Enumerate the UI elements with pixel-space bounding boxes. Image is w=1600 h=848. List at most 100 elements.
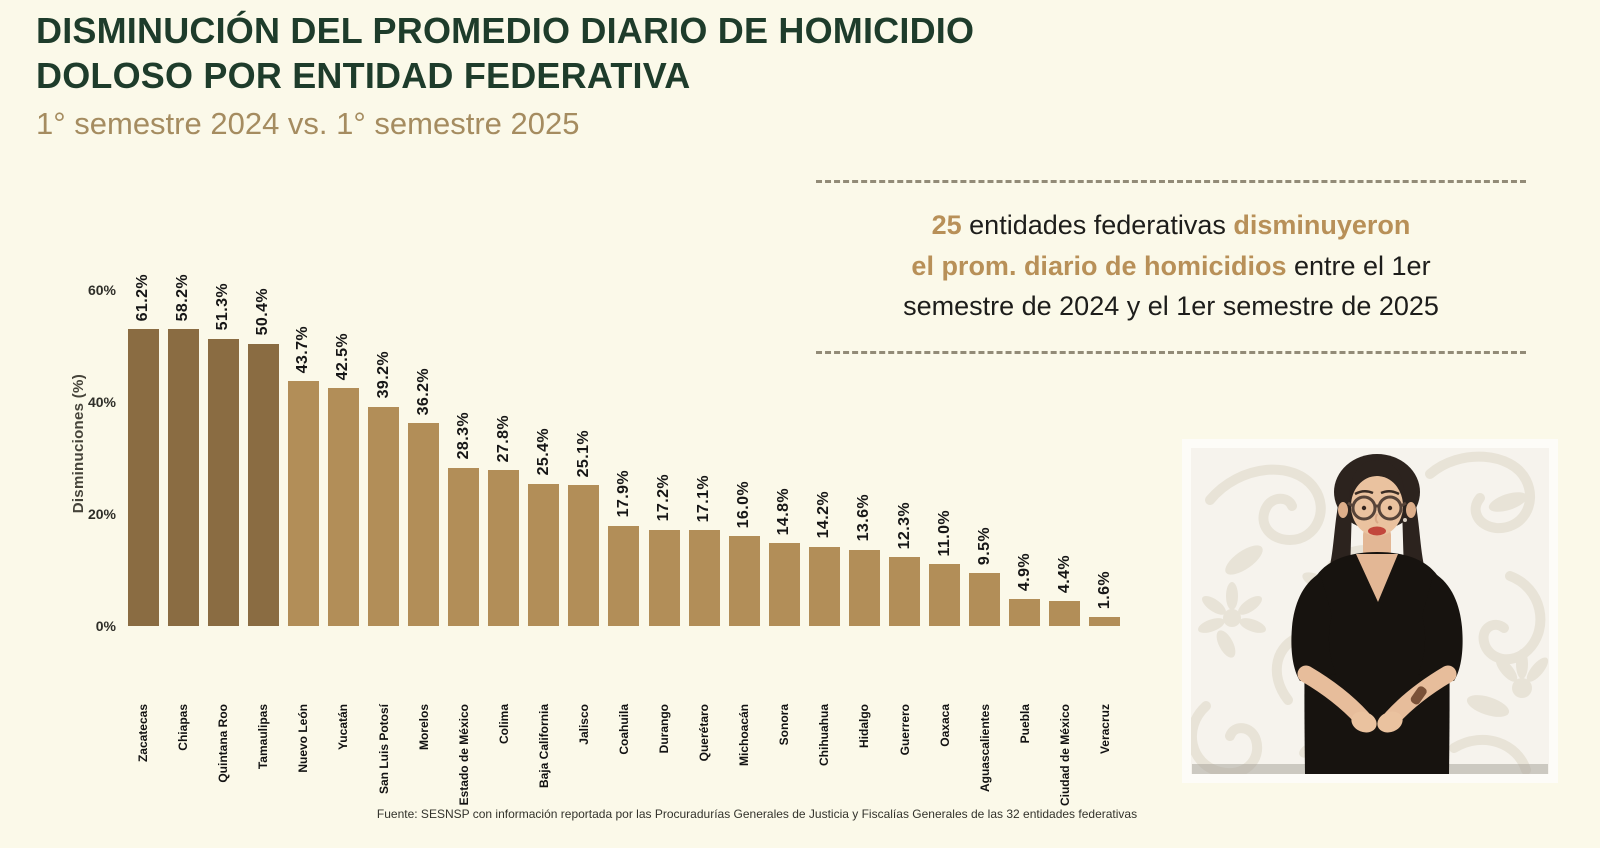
bar: [528, 483, 560, 626]
x-label-cell: Oaxaca: [928, 704, 962, 806]
bar-value-label: 1.6%: [1095, 570, 1113, 609]
bar-column: 17.2%: [647, 274, 681, 626]
bar-column: 12.3%: [887, 274, 921, 626]
bar-column: 14.2%: [807, 274, 841, 626]
x-axis-label: Zacatecas: [136, 704, 151, 763]
bar-value-label: 42.5%: [334, 332, 352, 380]
x-label-cell: Morelos: [407, 704, 441, 806]
y-axis-tick: 60%: [87, 282, 116, 298]
x-axis-label: Estado de México: [456, 704, 471, 806]
annotation-box: 25 entidades federativas disminuyeron el …: [816, 180, 1526, 354]
annotation-segment: entre el 1er: [1286, 250, 1431, 281]
bar-column: 14.8%: [767, 274, 801, 626]
bar-value-label: 51.3%: [214, 283, 232, 331]
y-axis: 0% 20% 40% 60%: [58, 274, 116, 634]
annotation-line: el prom. diario de homicidios entre el 1…: [818, 246, 1524, 287]
x-label-cell: Guerrero: [887, 704, 921, 806]
x-axis-label: Ciudad de México: [1057, 704, 1072, 807]
bar: [808, 546, 840, 626]
bar-value-label: 58.2%: [174, 274, 192, 322]
x-axis-label: Hidalgo: [857, 704, 872, 748]
annotation-line: 25 entidades federativas disminuyeron: [818, 205, 1524, 246]
annotation-line: semestre de 2024 y el 1er semestre de 20…: [818, 286, 1524, 327]
x-label-cell: Aguascalientes: [968, 704, 1002, 806]
x-axis-labels: Zacatecas Chiapas Quintana Roo Tamaulipas Nu…: [126, 704, 1122, 806]
bar-column: 50.4%: [246, 274, 280, 626]
x-label-cell: Hidalgo: [847, 704, 881, 806]
bar: [327, 388, 359, 626]
bar-value-label: 13.6%: [855, 494, 873, 542]
bar-value-label: 25.4%: [534, 428, 552, 476]
bar-column: 25.1%: [567, 274, 601, 626]
bar: [1049, 601, 1081, 626]
x-label-cell: Baja California: [527, 704, 561, 806]
bar-value-label: 14.2%: [815, 491, 833, 539]
x-axis-label: Baja California: [536, 704, 551, 789]
y-axis-tick: 20%: [87, 506, 116, 522]
bar-value-label: 36.2%: [414, 367, 432, 416]
bar-value-label: 17.9%: [614, 470, 632, 518]
annotation-highlight: disminuyeron: [1233, 210, 1411, 240]
annotation-highlight: el prom. diario de homicidios: [911, 250, 1287, 281]
bar-value-label: 11.0%: [935, 509, 953, 557]
bar-column: 4.9%: [1008, 274, 1042, 626]
interpreter-illustration: [1191, 451, 1549, 774]
bar: [127, 329, 159, 626]
glasses: [1347, 495, 1407, 521]
wristwatch: [1410, 686, 1427, 705]
bar-value-label: 4.4%: [1055, 555, 1073, 594]
bar-value-label: 12.3%: [895, 501, 913, 550]
annotation-segment: entidades federativas: [961, 210, 1234, 240]
bar: [688, 530, 720, 626]
x-label-cell: Zacatecas: [126, 704, 160, 806]
x-axis-label: Puebla: [1017, 704, 1032, 744]
bar: [969, 572, 1001, 626]
bar: [889, 557, 921, 626]
bar-value-label: 4.9%: [1015, 552, 1033, 591]
bar: [768, 543, 800, 626]
page-title-line2: DOLOSO POR ENTIDAD FEDERATIVA: [36, 55, 691, 96]
x-axis-label: Guerrero: [897, 704, 912, 756]
x-axis-label: Michoacán: [737, 704, 752, 767]
bar-column: 17.9%: [607, 274, 641, 626]
bar: [848, 549, 880, 626]
x-axis-label: Sonora: [777, 704, 792, 746]
annotation-text: 25 entidades federativas disminuyeron el …: [818, 205, 1524, 327]
y-axis-tick: 40%: [87, 394, 116, 410]
bar: [207, 338, 239, 626]
x-axis-label: Jalisco: [576, 704, 591, 745]
bar: [408, 423, 440, 626]
x-label-cell: Quintana Roo: [206, 704, 240, 806]
x-axis-label: Durango: [657, 704, 672, 754]
x-label-cell: Chihuahua: [807, 704, 841, 806]
x-label-cell: Querétaro: [687, 704, 721, 806]
x-label-cell: Michoacán: [727, 704, 761, 806]
bar-value-label: 28.3%: [454, 412, 472, 460]
x-label-cell: Sonora: [767, 704, 801, 806]
x-axis-label: Yucatán: [336, 704, 351, 751]
x-axis-label: Nuevo León: [296, 704, 311, 773]
x-label-cell: Yucatán: [326, 704, 360, 806]
plot-area: 61.2% 58.2% 51.3% 50.4% 43.7% 42.5% 39.2% 36.2%…: [126, 274, 1122, 626]
bar-value-label: 43.7%: [294, 325, 312, 374]
bar: [167, 329, 199, 626]
bar: [1009, 598, 1041, 626]
bar-column: 42.5%: [326, 274, 360, 626]
x-axis-label: Tamaulipas: [256, 704, 271, 770]
interpreter-video-picture: [1191, 448, 1549, 774]
bar: [368, 406, 399, 626]
x-label-cell: Chiapas: [166, 704, 200, 806]
bar-column: 36.2%: [407, 274, 441, 626]
interpreter-figure: [1291, 454, 1463, 774]
x-axis-label: Veracruz: [1097, 704, 1112, 755]
bar-value-label: 50.4%: [254, 288, 272, 336]
bar: [728, 536, 760, 626]
bar-column: 13.6%: [847, 274, 881, 626]
x-axis-label: Quintana Roo: [216, 704, 231, 783]
x-label-cell: Tamaulipas: [246, 704, 280, 806]
bar: [287, 381, 319, 626]
bar-column: 61.2%: [126, 274, 160, 626]
bar: [648, 529, 680, 626]
bar-column: 51.3%: [206, 274, 240, 626]
bar-column: 27.8%: [487, 274, 521, 626]
